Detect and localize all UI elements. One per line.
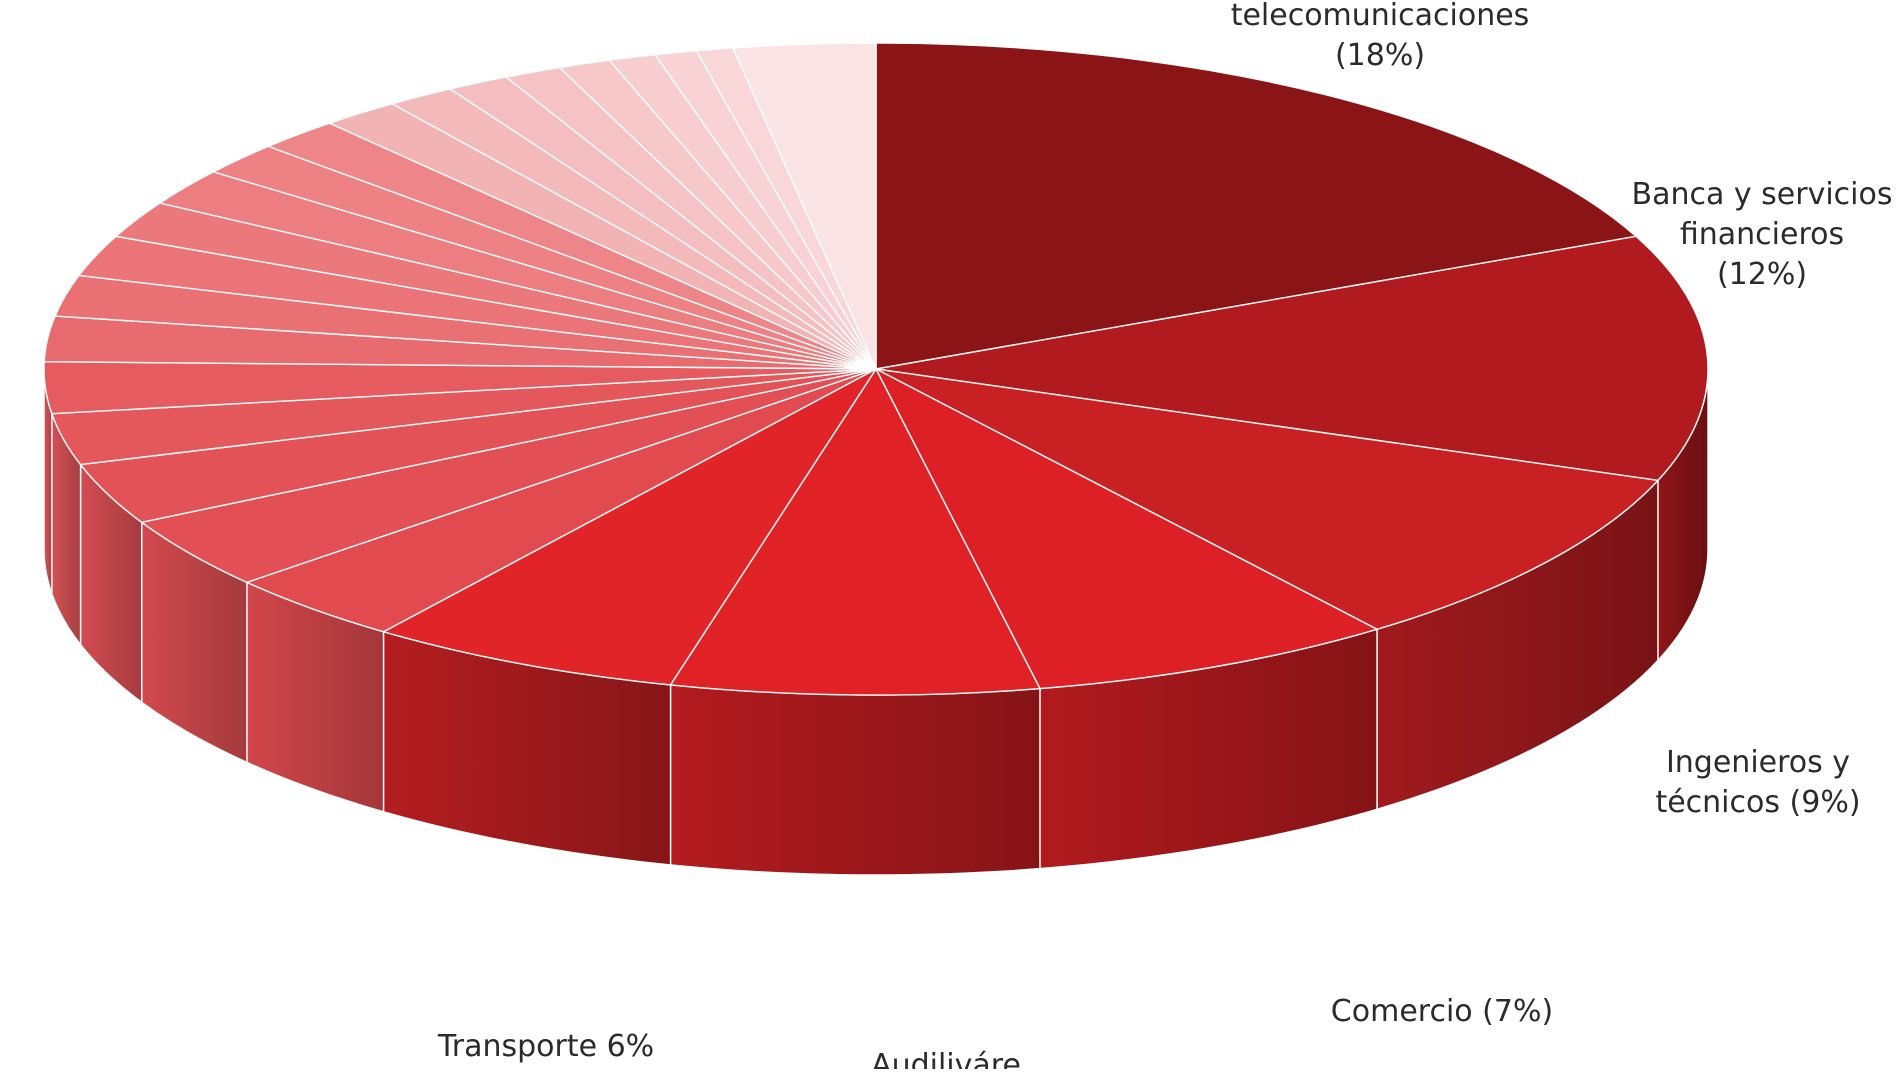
slice-label-line: Banca y servicios — [1631, 177, 1892, 212]
pie-slice — [875, 42, 1638, 370]
pie-slice — [669, 367, 1042, 696]
slice-label: Audiliváre — [871, 1048, 1021, 1069]
slice-label: telecomunicaciones (18%) — [1231, 0, 1530, 73]
slice-label: Comercio (7%) — [1331, 994, 1553, 1029]
pie-slice — [731, 42, 877, 370]
slice-label-line: técnicos (9%) — [1655, 785, 1860, 820]
slice-label-line: Ingenieros y — [1666, 745, 1850, 780]
slice-label: Ingenieros y técnicos (9%) — [1655, 745, 1860, 820]
pie-side-walls — [43, 368, 1709, 876]
slice-label-line: (18%) — [1335, 38, 1425, 73]
pie-top-face — [43, 42, 1709, 696]
slice-label-line: Comercio (7%) — [1331, 994, 1553, 1029]
slice-label-line: Audiliváre — [871, 1048, 1021, 1069]
slice-label-line: telecomunicaciones — [1231, 0, 1530, 33]
pie-slice — [874, 367, 1379, 690]
slice-label-line: Transporte 6% — [437, 1029, 654, 1064]
pie-slice — [381, 368, 877, 686]
pie-slice — [875, 368, 1660, 631]
slice-label: Banca y servicios financieros (12%) — [1631, 177, 1892, 292]
pie-labels: telecomunicaciones (18%) Banca y servicios… — [437, 0, 1893, 1074]
slice-label: Transporte 6% — [437, 1029, 654, 1064]
pie-side-wall — [669, 684, 1041, 876]
pie-slice — [875, 235, 1709, 482]
slice-label-line: financieros — [1680, 217, 1844, 252]
slice-label-line: (12%) — [1717, 257, 1807, 292]
